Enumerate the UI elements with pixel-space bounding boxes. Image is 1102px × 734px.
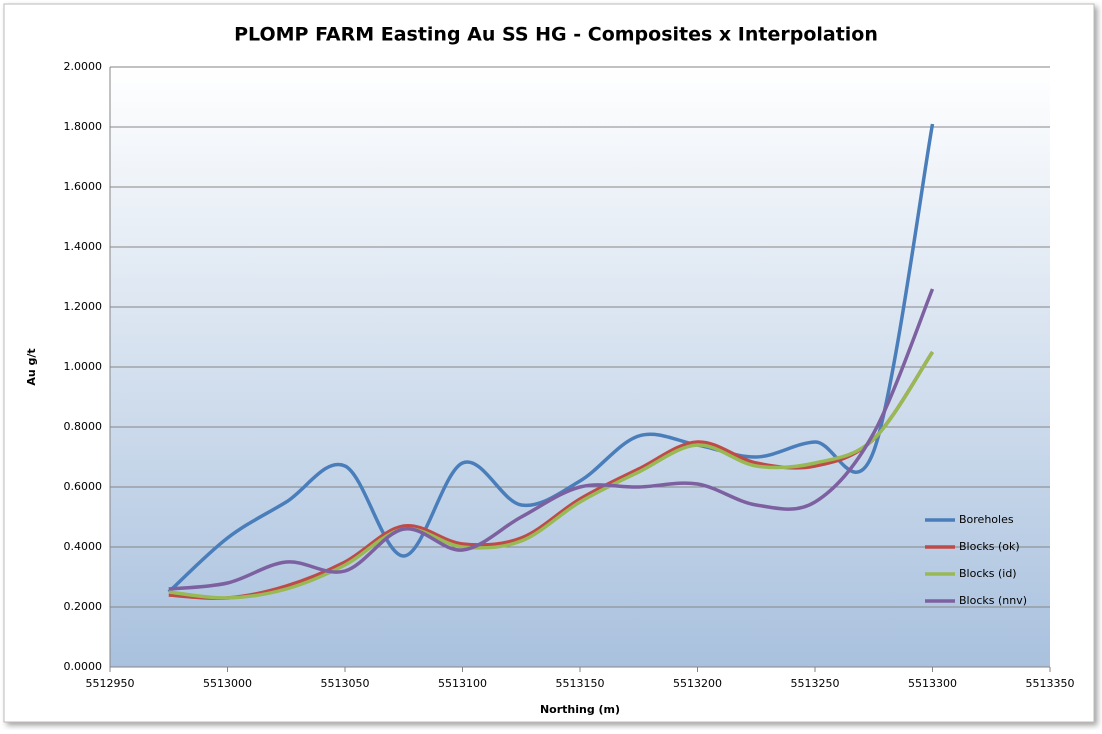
y-tick-label: 0.2000 — [64, 600, 103, 613]
x-tick-label: 5513100 — [438, 677, 487, 690]
y-tick-label: 1.0000 — [64, 360, 103, 373]
x-tick-label: 5512950 — [86, 677, 135, 690]
x-tick-label: 5513050 — [321, 677, 370, 690]
series-line — [168, 288, 935, 591]
y-tick-label: 1.8000 — [64, 120, 103, 133]
y-tick-label: 0.8000 — [64, 420, 103, 433]
chart-title: PLOMP FARM Easting Au SS HG - Composites… — [234, 24, 878, 46]
x-tick-label: 5513200 — [673, 677, 722, 690]
legend-label: Blocks (id) — [959, 567, 1017, 580]
y-tick-label: 2.0000 — [64, 60, 103, 73]
y-axis-title: Au g/t — [25, 348, 38, 385]
y-tick-label: 1.4000 — [64, 240, 103, 253]
x-tick-label: 5513000 — [203, 677, 252, 690]
x-tick-label: 5513250 — [791, 677, 840, 690]
y-tick-label: 1.6000 — [64, 180, 103, 193]
x-axis-title: Northing (m) — [540, 703, 620, 716]
y-tick-label: 0.0000 — [64, 660, 103, 673]
legend-label: Blocks (nnv) — [959, 594, 1027, 607]
y-tick-label: 1.2000 — [64, 300, 103, 313]
series-line — [168, 351, 934, 601]
legend-label: Boreholes — [959, 513, 1014, 526]
x-tick-label: 5513300 — [908, 677, 957, 690]
x-tick-label: 5513350 — [1026, 677, 1075, 690]
legend-label: Blocks (ok) — [959, 540, 1020, 553]
x-tick-label: 5513150 — [556, 677, 605, 690]
y-tick-label: 0.4000 — [64, 540, 103, 553]
y-tick-label: 0.6000 — [64, 480, 103, 493]
series-line — [168, 351, 934, 600]
